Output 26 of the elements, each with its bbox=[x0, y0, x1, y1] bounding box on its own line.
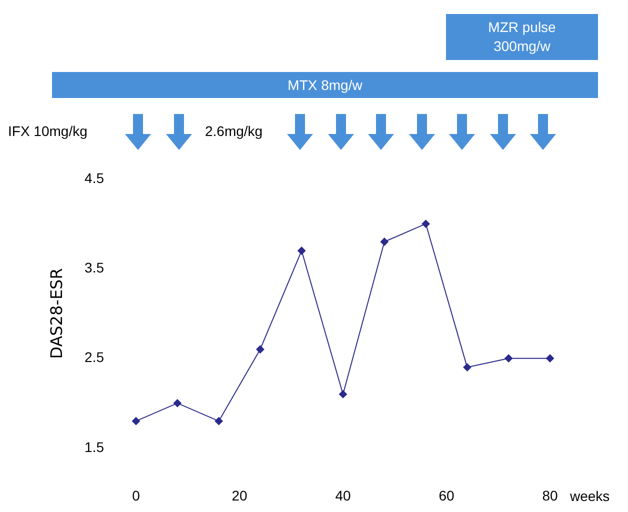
point bbox=[173, 399, 182, 408]
y-tick-label: 2.5 bbox=[84, 349, 104, 366]
point bbox=[422, 220, 430, 228]
point bbox=[380, 238, 388, 246]
x-axis-title: weeks bbox=[569, 488, 610, 504]
point bbox=[214, 417, 223, 426]
text: MZR pulse 300mg/w bbox=[446, 14, 598, 60]
point bbox=[339, 390, 347, 398]
x-tick-label: 20 bbox=[232, 487, 248, 504]
text: 2.6mg/kg bbox=[205, 123, 263, 139]
y-tick-label: 3.5 bbox=[84, 260, 104, 276]
y-axis-title: DAS28-ESR bbox=[46, 268, 66, 359]
text: MTX 8mg/w bbox=[52, 72, 598, 98]
point bbox=[298, 246, 306, 255]
point bbox=[546, 354, 554, 362]
x-tick-label: 0 bbox=[132, 487, 140, 504]
point bbox=[504, 354, 513, 362]
point bbox=[256, 345, 264, 354]
point bbox=[463, 363, 472, 372]
x-tick-label: 80 bbox=[542, 487, 558, 504]
x-tick-label: 60 bbox=[438, 487, 454, 504]
y-tick-label: 1.5 bbox=[84, 438, 104, 455]
point bbox=[132, 417, 140, 426]
y-tick-label: 4.5 bbox=[84, 170, 104, 186]
text: IFX 10mg/kg bbox=[8, 123, 88, 139]
x-tick-label: 40 bbox=[335, 487, 351, 504]
